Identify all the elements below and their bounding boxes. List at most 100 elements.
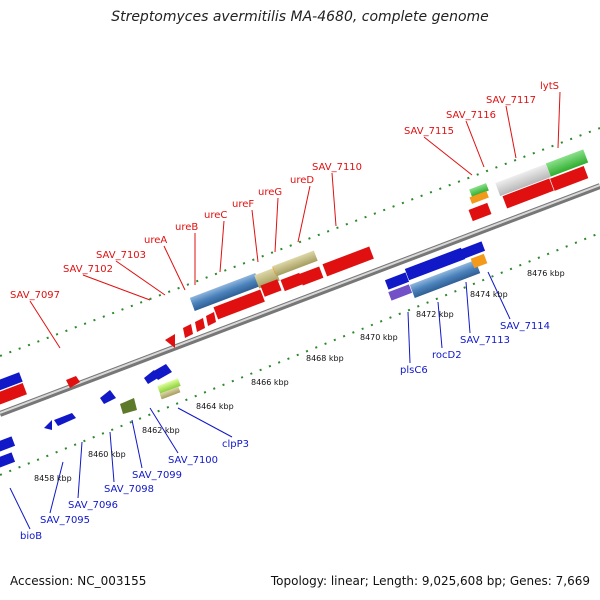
gene-label-forward[interactable]: ureC bbox=[204, 210, 227, 221]
leader-line bbox=[219, 220, 225, 273]
gene-label-forward[interactable]: SAV_7110 bbox=[312, 162, 362, 173]
gene-SAV_7102[interactable] bbox=[165, 334, 175, 348]
gene-SAV_7095[interactable] bbox=[44, 420, 52, 430]
gene-SAV_7109[interactable] bbox=[298, 266, 324, 286]
gene-label-reverse[interactable]: clpP3 bbox=[222, 439, 249, 450]
gene-label-forward[interactable]: SAV_7102 bbox=[63, 264, 113, 275]
leader-line bbox=[465, 120, 485, 168]
gene-label-forward[interactable]: lytS bbox=[540, 81, 559, 92]
gene-SAV_7098[interactable] bbox=[100, 390, 116, 404]
kbp-tick-label: 8466 kbp bbox=[251, 378, 289, 387]
gene-ureD-red[interactable] bbox=[280, 272, 304, 292]
gene-SAV_7115[interactable] bbox=[469, 183, 489, 197]
leader-line bbox=[297, 185, 311, 243]
leader-line bbox=[465, 281, 471, 334]
gene-SAV_7099[interactable] bbox=[120, 398, 137, 414]
gene-lytS[interactable] bbox=[545, 149, 589, 177]
leader-line bbox=[149, 407, 179, 454]
accession-text: Accession: NC_003155 bbox=[10, 574, 147, 588]
gene-ureC[interactable] bbox=[189, 273, 261, 311]
gene-plsC6-violet[interactable] bbox=[388, 284, 413, 301]
gene-SAV_7116-red[interactable] bbox=[502, 178, 554, 209]
gene-label-forward[interactable]: SAV_7117 bbox=[486, 95, 536, 106]
gene-label-reverse[interactable]: rocD2 bbox=[432, 350, 462, 361]
gene-SAV_7116[interactable] bbox=[495, 163, 551, 197]
kbp-tick-label: 8472 kbp bbox=[416, 310, 454, 319]
kbp-tick-label: 8460 kbp bbox=[88, 450, 126, 459]
gene-ureD-tan[interactable] bbox=[272, 250, 318, 277]
gene-label-reverse[interactable]: SAV_7098 bbox=[104, 484, 154, 495]
gene-bioB-block[interactable] bbox=[0, 436, 16, 454]
gene-SAV_7103[interactable] bbox=[183, 324, 193, 338]
gene-SAV_7097[interactable] bbox=[66, 376, 80, 388]
leader-line bbox=[49, 461, 64, 514]
kbp-tick-label: 8470 kbp bbox=[360, 333, 398, 342]
leader-line bbox=[82, 274, 151, 301]
genome-summary-text: Topology: linear; Length: 9,025,608 bp; … bbox=[270, 574, 590, 588]
gene-label-reverse[interactable]: bioB bbox=[20, 531, 42, 542]
leader-line bbox=[109, 431, 115, 483]
gene-lytS-red[interactable] bbox=[550, 165, 589, 191]
gene-label-forward[interactable]: ureG bbox=[258, 187, 282, 198]
gene-label-forward[interactable]: ureA bbox=[144, 235, 167, 246]
gene-label-reverse[interactable]: SAV_7113 bbox=[460, 335, 510, 346]
gene-ureA[interactable] bbox=[195, 318, 205, 332]
gene-plsC6[interactable] bbox=[384, 272, 410, 290]
leader-line bbox=[557, 91, 561, 149]
leader-line bbox=[437, 301, 443, 349]
genome-backbone bbox=[0, 183, 600, 417]
leader-line bbox=[163, 245, 186, 291]
gene-SAV_7096[interactable] bbox=[54, 413, 76, 426]
gene-SAV_7110[interactable] bbox=[322, 246, 374, 277]
gene-SAV_7101[interactable] bbox=[152, 364, 172, 380]
gene-ureC-red[interactable] bbox=[213, 289, 265, 320]
leader-line bbox=[9, 487, 31, 530]
gene-SAV_7115-red[interactable] bbox=[468, 202, 492, 222]
gene-ureB[interactable] bbox=[206, 312, 216, 326]
gene-label-forward[interactable]: SAV_7103 bbox=[96, 250, 146, 261]
gene-SAV_7094[interactable] bbox=[0, 452, 16, 470]
map-title: Streptomyces avermitilis MA-4680, comple… bbox=[111, 9, 489, 25]
gene-label-forward[interactable]: ureF bbox=[232, 199, 254, 210]
gene-label-reverse[interactable]: SAV_7100 bbox=[168, 455, 218, 466]
gene-SAV_7115-orange[interactable] bbox=[469, 190, 489, 204]
leader-line bbox=[251, 209, 259, 263]
leader-line bbox=[177, 407, 233, 438]
gene-label-forward[interactable]: ureD bbox=[290, 175, 314, 186]
gene-label-reverse[interactable]: SAV_7114 bbox=[500, 321, 550, 332]
gene-labels: SAV_7097 SAV_7102 SAV_7103 ureA ureB ureC ureF… bbox=[10, 81, 559, 542]
gene-rocD2-blue[interactable] bbox=[404, 247, 466, 281]
gene-label-forward[interactable]: SAV_7115 bbox=[404, 126, 454, 137]
gene-label-reverse[interactable]: SAV_7096 bbox=[68, 500, 118, 511]
gene-label-reverse[interactable]: SAV_7099 bbox=[132, 470, 182, 481]
gene-features bbox=[0, 149, 589, 470]
gene-ureG-red[interactable] bbox=[260, 279, 282, 297]
gene-SAV_7093[interactable] bbox=[0, 382, 27, 408]
leader-line bbox=[77, 441, 83, 499]
gene-clpP3b[interactable] bbox=[159, 386, 181, 400]
gene-SAV_7113-blue[interactable] bbox=[460, 241, 486, 259]
gene-rocD2[interactable] bbox=[409, 260, 481, 298]
kbp-tick-label: 8468 kbp bbox=[306, 354, 344, 363]
leader-line bbox=[407, 311, 411, 364]
kbp-tick-label: 8464 kbp bbox=[196, 402, 234, 411]
gene-label-forward[interactable]: ureB bbox=[175, 222, 198, 233]
gene-SAV_7092[interactable] bbox=[0, 372, 23, 394]
gene-clpP3[interactable] bbox=[157, 378, 181, 394]
kbp-tick-label: 8462 kbp bbox=[142, 426, 180, 435]
ruler-tracks bbox=[0, 127, 600, 476]
gene-label-forward[interactable]: SAV_7116 bbox=[446, 110, 496, 121]
gene-label-forward[interactable]: SAV_7097 bbox=[10, 290, 60, 301]
forward-ruler-track bbox=[0, 127, 600, 357]
leader-line bbox=[423, 136, 473, 176]
gene-SAV_7114[interactable] bbox=[470, 253, 488, 269]
leader-line bbox=[131, 419, 143, 469]
gene-label-reverse[interactable]: SAV_7095 bbox=[40, 515, 90, 526]
kbp-tick-label: 8458 kbp bbox=[34, 474, 72, 483]
gene-label-reverse[interactable]: plsC6 bbox=[400, 365, 428, 376]
leader-line bbox=[487, 271, 511, 320]
gene-ureF[interactable] bbox=[254, 267, 280, 289]
kbp-tick-label: 8474 kbp bbox=[470, 290, 508, 299]
